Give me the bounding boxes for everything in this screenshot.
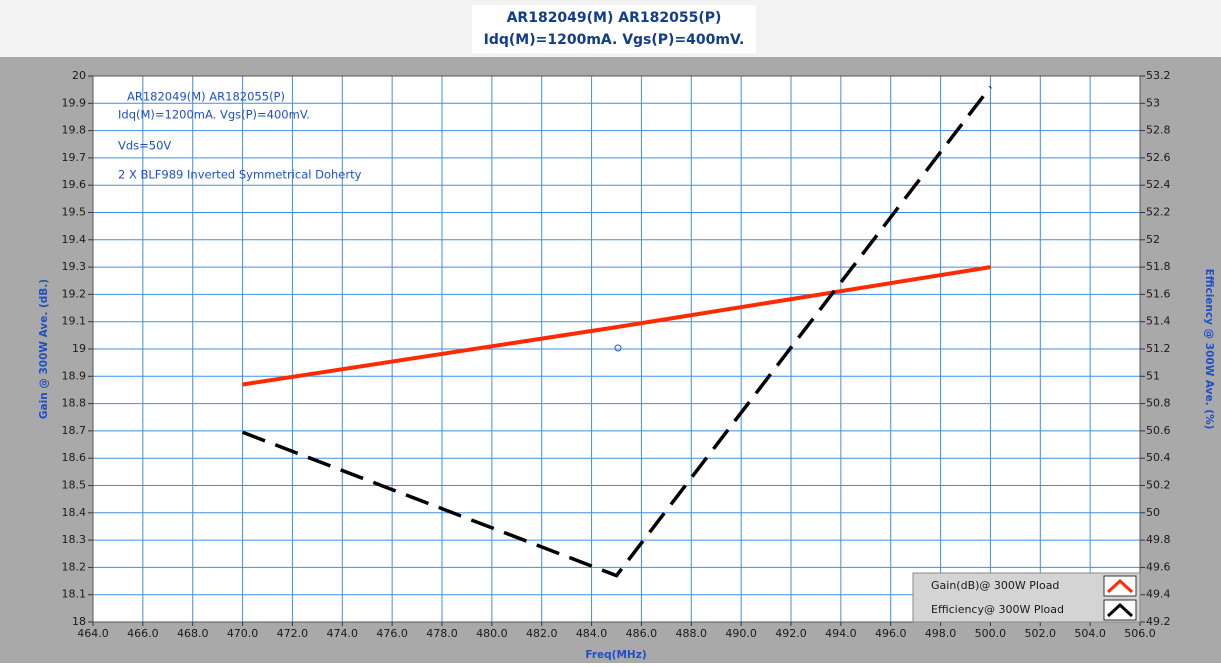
y2-tick-label: 51.2 [1146,342,1171,355]
y2-tick-label: 51.8 [1146,260,1171,273]
y-tick-label: 19.8 [62,124,87,137]
legend [912,572,1141,623]
legend-swatch-box [1103,575,1137,597]
x-tick-label: 482.0 [526,627,558,640]
x-tick-label: 492.0 [775,627,807,640]
x-tick-label: 490.0 [725,627,757,640]
x-tick-label: 506.0 [1124,627,1156,640]
y-tick-label: 20 [72,69,86,82]
y-tick-label: 18.8 [62,397,87,410]
legend-swatch [1106,602,1134,618]
y2-tick-label: 52.6 [1146,151,1171,164]
series-line [242,265,991,387]
x-tick-label: 474.0 [327,627,359,640]
x-tick-label: 486.0 [626,627,658,640]
chart-title: Idq(M)=1200mA. Vgs(P)=400mV. [484,32,745,48]
x-tick-label: 464.0 [77,627,109,640]
x-tick-label: 476.0 [376,627,408,640]
annotation: 2 X BLF989 Inverted Symmetrical Doherty [118,168,362,182]
x-tick-label: 504.0 [1074,627,1106,640]
x-tick-label: 488.0 [676,627,708,640]
x-tick-label: 470.0 [227,627,259,640]
x-tick-label: 480.0 [476,627,508,640]
y-tick-label: 19.7 [62,151,87,164]
y2-tick-label: 52.8 [1146,124,1171,137]
x-tick-label: 468.0 [177,627,209,640]
y-tick-label: 18.1 [62,588,87,601]
annotation: AR182049(M) AR182055(P) [127,90,285,104]
y-tick-label: 18.3 [62,533,87,546]
y2-tick-label: 50 [1146,506,1160,519]
y2-tick-label: 51 [1146,369,1160,382]
chart-title: AR182049(M) AR182055(P) [507,10,722,26]
y2-tick-label: 52 [1146,233,1160,246]
y2-tick-label: 53 [1146,96,1160,109]
y2-axis-label: Efficiency @ 300W Ave. (%) [1203,269,1215,430]
series-line [241,85,992,578]
cursor [614,344,622,352]
y-tick-label: 19.9 [62,96,87,109]
y-tick-label: 19.5 [62,206,87,219]
y2-tick-label: 50.8 [1146,397,1171,410]
y-tick-label: 19.4 [62,233,87,246]
legend-label: Efficiency@ 300W Pload [931,603,1064,616]
y-tick-label: 19 [72,342,86,355]
y2-tick-label: 52.2 [1146,206,1171,219]
y2-tick-label: 52.4 [1146,178,1171,191]
y-tick-label: 19.3 [62,260,87,273]
x-tick-label: 478.0 [426,627,458,640]
y-tick-label: 18.4 [62,506,87,519]
y2-tick-label: 50.2 [1146,479,1171,492]
title-box [472,5,756,53]
x-tick-label: 466.0 [127,627,159,640]
y-tick-label: 18.2 [62,560,87,573]
plot-border [92,75,1141,623]
y2-tick-label: 51.4 [1146,315,1171,328]
y-tick-label: 18.7 [62,424,87,437]
y-tick-label: 19.2 [62,287,87,300]
x-tick-label: 496.0 [875,627,907,640]
y-tick-label: 19.1 [62,315,87,328]
y2-tick-label: 49.4 [1146,588,1171,601]
x-tick-label: 494.0 [825,627,857,640]
y2-tick-label: 51.6 [1146,287,1171,300]
y-tick-label: 18.9 [62,369,87,382]
y-axis-label: Gain @ 300W Ave. (dB.) [38,279,50,419]
y2-tick-label: 53.2 [1146,69,1171,82]
y-tick-label: 18.5 [62,479,87,492]
y-tick-label: 18 [72,615,86,628]
x-tick-label: 500.0 [975,627,1007,640]
legend-label: Gain(dB)@ 300W Pload [931,579,1059,592]
y2-tick-label: 50.6 [1146,424,1171,437]
legend-swatch [1106,578,1134,594]
y2-tick-label: 50.4 [1146,451,1171,464]
x-tick-label: 484.0 [576,627,608,640]
y2-tick-label: 49.8 [1146,533,1171,546]
y-tick-label: 19.6 [62,178,87,191]
y2-tick-label: 49.2 [1146,615,1171,628]
x-tick-label: 502.0 [1025,627,1057,640]
legend-swatch-box [1103,599,1137,621]
annotation: Vds=50V [118,139,171,153]
x-tick-label: 498.0 [925,627,957,640]
y-tick-label: 18.6 [62,451,87,464]
annotation: Idq(M)=1200mA. Vgs(P)=400mV. [118,108,310,122]
x-axis-label: Freq(MHz) [585,649,646,661]
y2-tick-label: 49.6 [1146,560,1171,573]
x-tick-label: 472.0 [277,627,309,640]
